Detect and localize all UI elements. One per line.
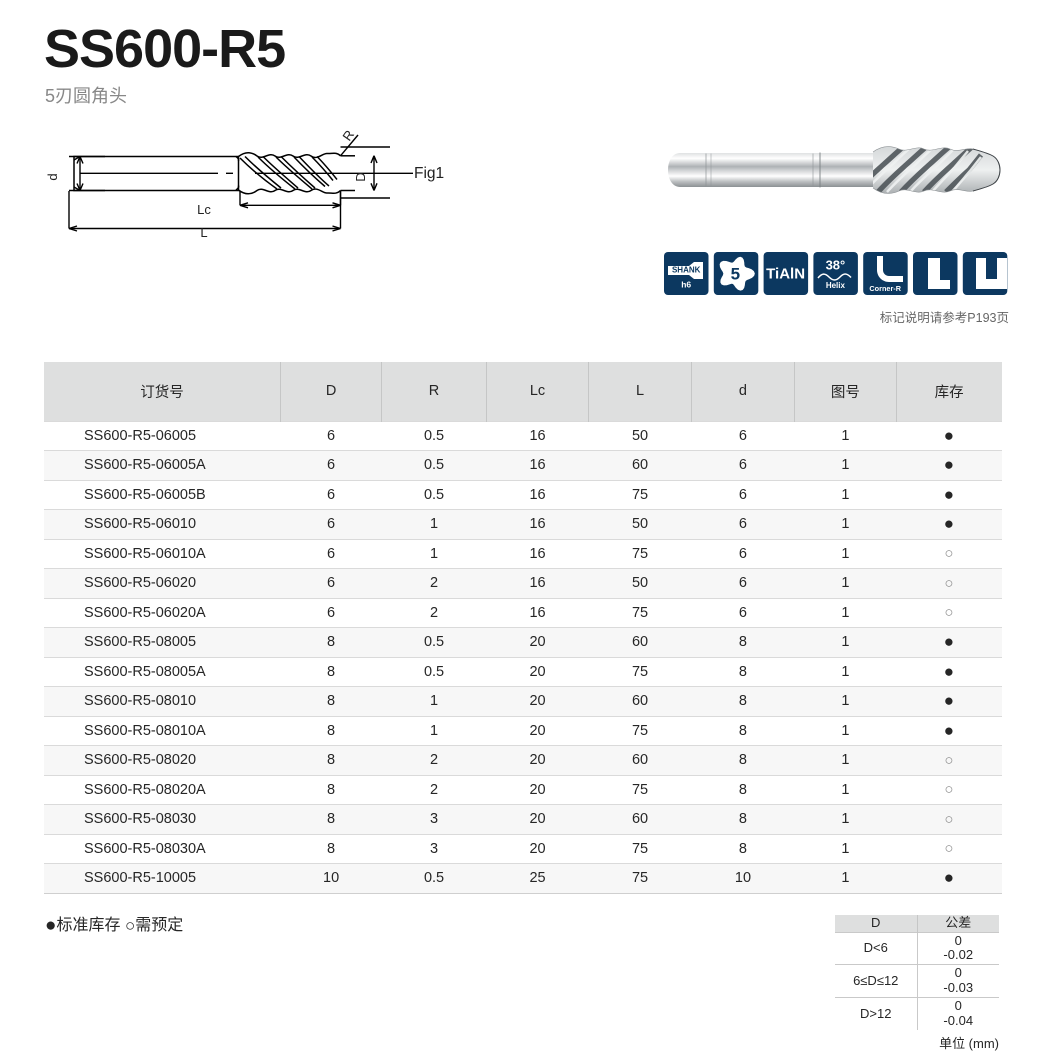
svg-text:R: R — [339, 127, 357, 143]
svg-text:D: D — [353, 172, 368, 181]
svg-text:Lc: Lc — [197, 202, 211, 217]
svg-text:SHANK: SHANK — [672, 266, 701, 275]
svg-text:d: d — [45, 173, 60, 180]
svg-text:L: L — [200, 225, 207, 240]
svg-text:h6: h6 — [681, 280, 691, 290]
svg-text:Fig1: Fig1 — [414, 165, 444, 182]
svg-text:Corner-R: Corner-R — [869, 284, 901, 293]
svg-text:5: 5 — [731, 265, 740, 284]
svg-text:38°: 38° — [826, 258, 846, 273]
svg-text:TiAlN: TiAlN — [766, 266, 805, 283]
svg-text:Helix: Helix — [826, 281, 846, 290]
